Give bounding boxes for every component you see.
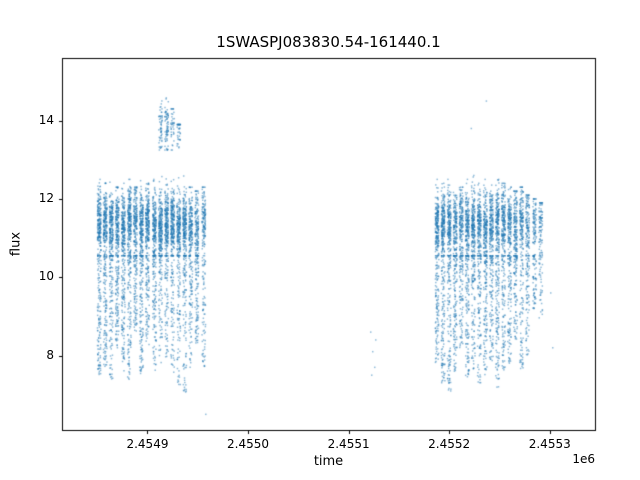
x-tick-label: 2.4550	[227, 437, 270, 451]
chart-title: 1SWASPJ083830.54-161440.1	[216, 33, 441, 51]
x-tick-label: 2.4553	[528, 437, 571, 451]
y-tick-label: 8	[46, 347, 54, 362]
y-tick-label: 12	[38, 190, 54, 205]
y-tick-label: 14	[38, 112, 54, 127]
x-tick-label: 2.4549	[126, 437, 169, 451]
x-axis-offset-label: 1e6	[572, 452, 595, 466]
y-axis-label: flux	[8, 231, 24, 257]
x-tick-label: 2.4552	[428, 437, 471, 451]
x-tick-label: 2.4551	[327, 437, 370, 451]
x-axis-label: time	[313, 454, 344, 469]
y-tick-label: 10	[38, 269, 54, 284]
